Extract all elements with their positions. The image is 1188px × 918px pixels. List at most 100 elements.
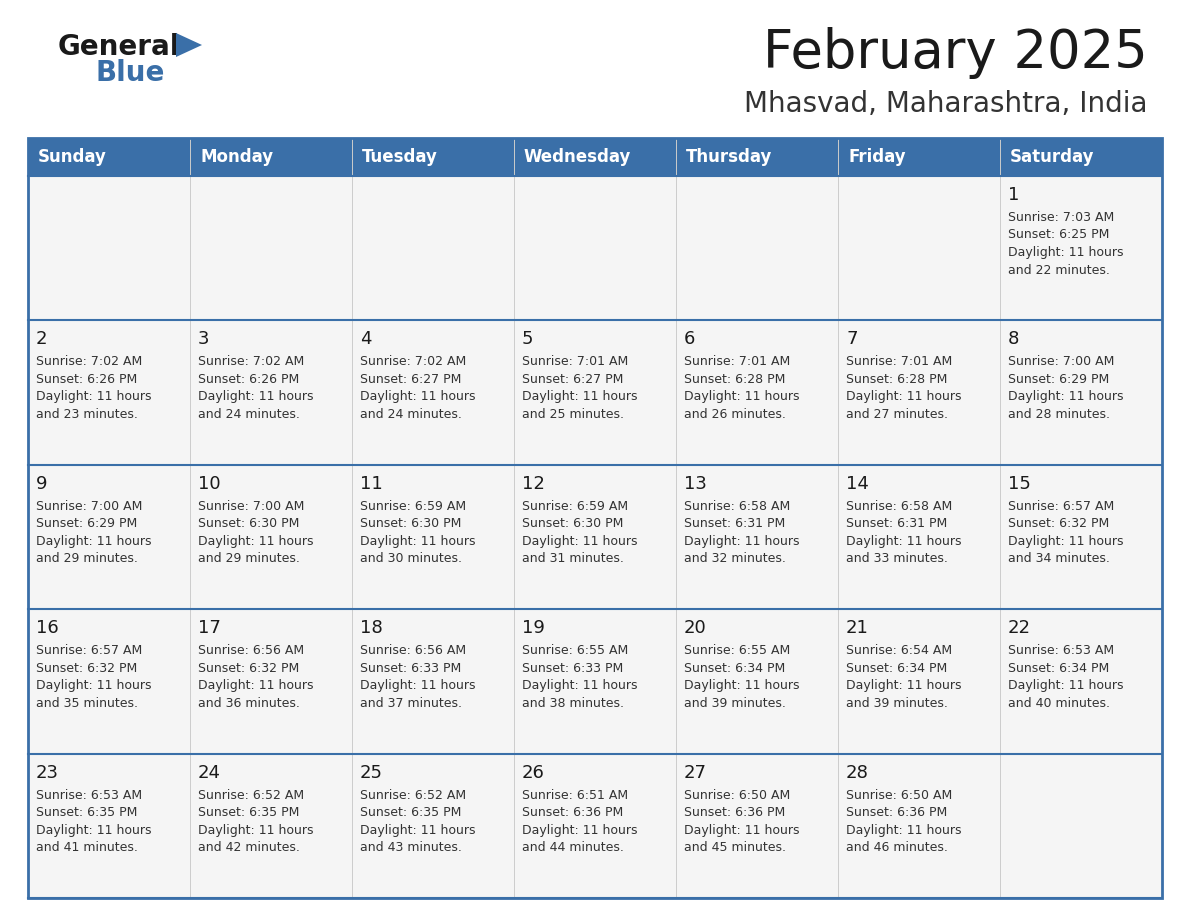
Text: and 41 minutes.: and 41 minutes. bbox=[36, 841, 138, 854]
Text: and 24 minutes.: and 24 minutes. bbox=[360, 408, 462, 420]
Text: Daylight: 11 hours: Daylight: 11 hours bbox=[36, 535, 152, 548]
Text: Sunset: 6:34 PM: Sunset: 6:34 PM bbox=[684, 662, 785, 675]
Text: Daylight: 11 hours: Daylight: 11 hours bbox=[522, 390, 638, 403]
Text: Daylight: 11 hours: Daylight: 11 hours bbox=[846, 679, 961, 692]
Text: Sunrise: 6:55 AM: Sunrise: 6:55 AM bbox=[684, 644, 790, 657]
Text: and 35 minutes.: and 35 minutes. bbox=[36, 697, 138, 710]
Text: and 25 minutes.: and 25 minutes. bbox=[522, 408, 624, 420]
Text: Daylight: 11 hours: Daylight: 11 hours bbox=[198, 390, 314, 403]
Text: 18: 18 bbox=[360, 620, 383, 637]
Text: 27: 27 bbox=[684, 764, 707, 781]
Text: and 39 minutes.: and 39 minutes. bbox=[684, 697, 786, 710]
Text: and 26 minutes.: and 26 minutes. bbox=[684, 408, 786, 420]
Text: 6: 6 bbox=[684, 330, 695, 349]
Text: Monday: Monday bbox=[200, 148, 273, 166]
Text: Sunset: 6:30 PM: Sunset: 6:30 PM bbox=[522, 518, 624, 531]
Text: and 33 minutes.: and 33 minutes. bbox=[846, 553, 948, 565]
Bar bbox=[29, 138, 1162, 898]
Text: Blue: Blue bbox=[96, 59, 165, 87]
Text: and 22 minutes.: and 22 minutes. bbox=[1007, 263, 1110, 276]
Text: 10: 10 bbox=[198, 475, 221, 493]
Text: Sunrise: 7:00 AM: Sunrise: 7:00 AM bbox=[36, 499, 143, 513]
Text: Daylight: 11 hours: Daylight: 11 hours bbox=[684, 679, 800, 692]
Text: Sunset: 6:30 PM: Sunset: 6:30 PM bbox=[360, 518, 461, 531]
Text: Sunset: 6:26 PM: Sunset: 6:26 PM bbox=[36, 373, 138, 386]
Text: Daylight: 11 hours: Daylight: 11 hours bbox=[522, 823, 638, 836]
Text: Sunrise: 7:00 AM: Sunrise: 7:00 AM bbox=[1007, 355, 1114, 368]
Text: Sunrise: 7:01 AM: Sunrise: 7:01 AM bbox=[684, 355, 790, 368]
Text: 3: 3 bbox=[198, 330, 209, 349]
Text: Sunset: 6:29 PM: Sunset: 6:29 PM bbox=[36, 518, 138, 531]
Text: Sunset: 6:26 PM: Sunset: 6:26 PM bbox=[198, 373, 299, 386]
Text: and 45 minutes.: and 45 minutes. bbox=[684, 841, 786, 854]
Text: and 23 minutes.: and 23 minutes. bbox=[36, 408, 138, 420]
Text: February 2025: February 2025 bbox=[763, 27, 1148, 79]
Text: Daylight: 11 hours: Daylight: 11 hours bbox=[1007, 535, 1124, 548]
Text: and 24 minutes.: and 24 minutes. bbox=[198, 408, 299, 420]
Text: and 44 minutes.: and 44 minutes. bbox=[522, 841, 624, 854]
Text: Sunset: 6:31 PM: Sunset: 6:31 PM bbox=[846, 518, 947, 531]
Text: 20: 20 bbox=[684, 620, 707, 637]
Text: Sunset: 6:36 PM: Sunset: 6:36 PM bbox=[684, 806, 785, 819]
Text: Sunrise: 6:53 AM: Sunrise: 6:53 AM bbox=[36, 789, 143, 801]
Text: Sunset: 6:35 PM: Sunset: 6:35 PM bbox=[360, 806, 461, 819]
Text: Sunrise: 6:58 AM: Sunrise: 6:58 AM bbox=[684, 499, 790, 513]
Text: and 40 minutes.: and 40 minutes. bbox=[1007, 697, 1110, 710]
Bar bbox=[29, 138, 1162, 176]
Text: 26: 26 bbox=[522, 764, 545, 781]
Bar bbox=[29, 465, 1162, 610]
Text: Sunrise: 6:52 AM: Sunrise: 6:52 AM bbox=[360, 789, 466, 801]
Text: and 34 minutes.: and 34 minutes. bbox=[1007, 553, 1110, 565]
Text: Daylight: 11 hours: Daylight: 11 hours bbox=[36, 390, 152, 403]
Text: Sunrise: 6:55 AM: Sunrise: 6:55 AM bbox=[522, 644, 628, 657]
Text: Sunset: 6:34 PM: Sunset: 6:34 PM bbox=[846, 662, 947, 675]
Text: Sunset: 6:27 PM: Sunset: 6:27 PM bbox=[522, 373, 624, 386]
Text: and 28 minutes.: and 28 minutes. bbox=[1007, 408, 1110, 420]
Text: 16: 16 bbox=[36, 620, 58, 637]
Text: 28: 28 bbox=[846, 764, 868, 781]
Text: Daylight: 11 hours: Daylight: 11 hours bbox=[846, 823, 961, 836]
Text: Sunday: Sunday bbox=[38, 148, 107, 166]
Text: Daylight: 11 hours: Daylight: 11 hours bbox=[198, 535, 314, 548]
Text: Daylight: 11 hours: Daylight: 11 hours bbox=[36, 823, 152, 836]
Text: and 31 minutes.: and 31 minutes. bbox=[522, 553, 624, 565]
Text: Sunrise: 6:59 AM: Sunrise: 6:59 AM bbox=[360, 499, 466, 513]
Bar bbox=[29, 320, 1162, 465]
Text: and 36 minutes.: and 36 minutes. bbox=[198, 697, 299, 710]
Text: Wednesday: Wednesday bbox=[524, 148, 631, 166]
Text: Sunset: 6:27 PM: Sunset: 6:27 PM bbox=[360, 373, 461, 386]
Text: Sunrise: 7:00 AM: Sunrise: 7:00 AM bbox=[198, 499, 304, 513]
Text: 15: 15 bbox=[1007, 475, 1031, 493]
Text: Sunrise: 6:58 AM: Sunrise: 6:58 AM bbox=[846, 499, 953, 513]
Text: 19: 19 bbox=[522, 620, 545, 637]
Text: Daylight: 11 hours: Daylight: 11 hours bbox=[198, 823, 314, 836]
Text: Sunrise: 7:02 AM: Sunrise: 7:02 AM bbox=[360, 355, 466, 368]
Text: 14: 14 bbox=[846, 475, 868, 493]
Text: Sunset: 6:25 PM: Sunset: 6:25 PM bbox=[1007, 229, 1110, 241]
Text: Sunrise: 6:50 AM: Sunrise: 6:50 AM bbox=[684, 789, 790, 801]
Text: Sunrise: 7:01 AM: Sunrise: 7:01 AM bbox=[846, 355, 953, 368]
Text: Sunrise: 7:01 AM: Sunrise: 7:01 AM bbox=[522, 355, 628, 368]
Text: 9: 9 bbox=[36, 475, 48, 493]
Text: Daylight: 11 hours: Daylight: 11 hours bbox=[846, 535, 961, 548]
Text: Friday: Friday bbox=[848, 148, 905, 166]
Text: 7: 7 bbox=[846, 330, 858, 349]
Text: and 38 minutes.: and 38 minutes. bbox=[522, 697, 624, 710]
Text: Sunrise: 6:52 AM: Sunrise: 6:52 AM bbox=[198, 789, 304, 801]
Text: 22: 22 bbox=[1007, 620, 1031, 637]
Text: Sunrise: 7:03 AM: Sunrise: 7:03 AM bbox=[1007, 211, 1114, 224]
Text: Sunset: 6:36 PM: Sunset: 6:36 PM bbox=[522, 806, 624, 819]
Text: Sunrise: 6:57 AM: Sunrise: 6:57 AM bbox=[1007, 499, 1114, 513]
Text: Sunrise: 6:51 AM: Sunrise: 6:51 AM bbox=[522, 789, 628, 801]
Text: Mhasvad, Maharashtra, India: Mhasvad, Maharashtra, India bbox=[745, 90, 1148, 118]
Text: Sunrise: 6:50 AM: Sunrise: 6:50 AM bbox=[846, 789, 953, 801]
Text: Sunset: 6:35 PM: Sunset: 6:35 PM bbox=[198, 806, 299, 819]
Text: and 32 minutes.: and 32 minutes. bbox=[684, 553, 786, 565]
Text: 11: 11 bbox=[360, 475, 383, 493]
Text: Daylight: 11 hours: Daylight: 11 hours bbox=[522, 535, 638, 548]
Text: Daylight: 11 hours: Daylight: 11 hours bbox=[360, 679, 475, 692]
Text: Sunset: 6:33 PM: Sunset: 6:33 PM bbox=[360, 662, 461, 675]
Text: Daylight: 11 hours: Daylight: 11 hours bbox=[360, 390, 475, 403]
Text: Daylight: 11 hours: Daylight: 11 hours bbox=[1007, 390, 1124, 403]
Text: Daylight: 11 hours: Daylight: 11 hours bbox=[360, 823, 475, 836]
